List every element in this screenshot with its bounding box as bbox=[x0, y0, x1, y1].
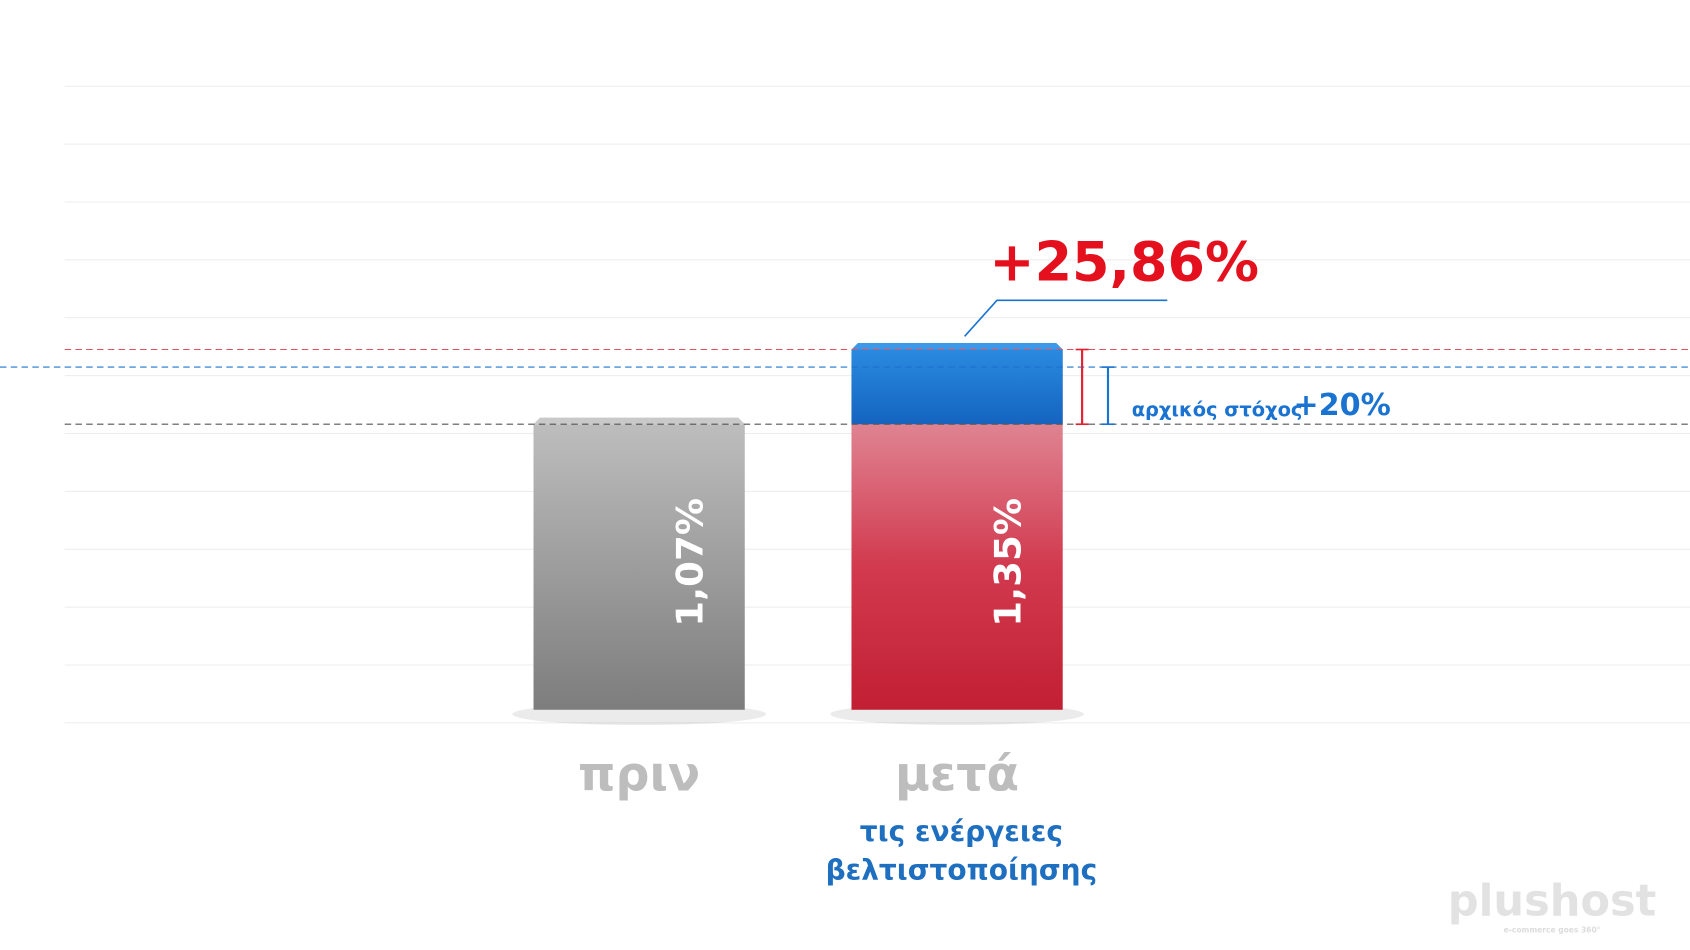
bar bbox=[533, 424, 745, 710]
category-note: τις ενέργειες bbox=[860, 815, 1063, 848]
logo: plushost bbox=[1448, 876, 1656, 926]
target-text: αρχικός στόχος bbox=[1132, 398, 1303, 421]
category-label: πριν bbox=[578, 747, 700, 802]
category-label: μετά bbox=[895, 747, 1019, 802]
growth-leader bbox=[964, 299, 1168, 337]
bar-top bbox=[851, 342, 1063, 350]
target-label: +20% bbox=[1293, 388, 1390, 423]
bar-top bbox=[533, 417, 745, 425]
increase-segment bbox=[851, 349, 1063, 425]
value-label: 1,35% bbox=[987, 498, 1030, 627]
growth-label: +25,86% bbox=[989, 230, 1259, 293]
value-label: 1,07% bbox=[669, 498, 712, 627]
category-note: βελτιστοποίησης bbox=[826, 853, 1098, 886]
logo-tagline: e-commerce goes 360° bbox=[1504, 925, 1601, 934]
